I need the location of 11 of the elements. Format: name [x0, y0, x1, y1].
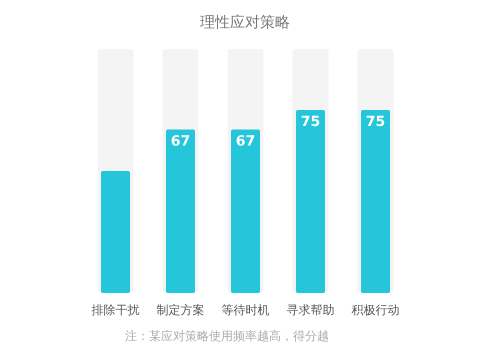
data-label: 67 — [236, 134, 256, 150]
data-label: 67 — [170, 134, 190, 150]
data-label: 75 — [300, 114, 320, 130]
x-tick-label: 寻求帮助 — [286, 303, 334, 317]
x-tick-label: 制定方案 — [156, 303, 204, 317]
x-tick-label: 等待时机 — [222, 303, 270, 317]
x-tick-label: 排除干扰 — [92, 303, 140, 317]
x-tick-label: 积极行动 — [352, 303, 400, 317]
data-label: 75 — [366, 114, 386, 130]
chart-title: 理性应对策略 — [200, 13, 290, 31]
text: 注：某应对策略使用频率越高，得分越 — [125, 329, 329, 343]
